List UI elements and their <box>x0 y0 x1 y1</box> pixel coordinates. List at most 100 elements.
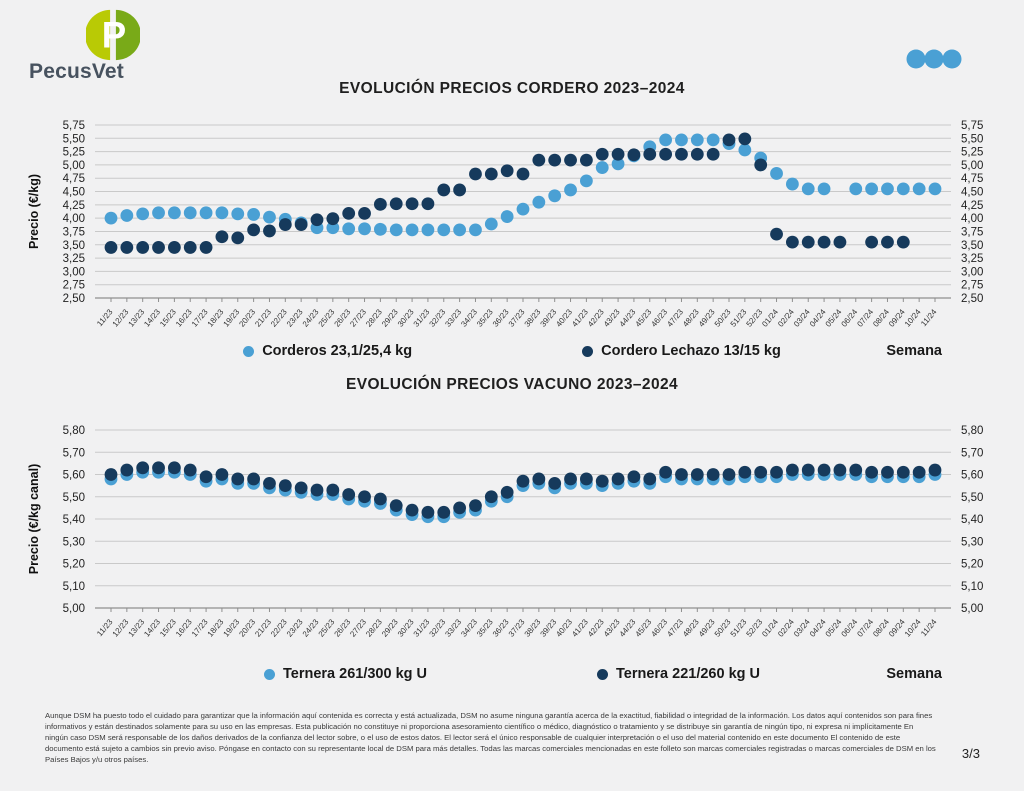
svg-text:4,00: 4,00 <box>961 213 983 225</box>
vacuno-chart: 5,80 5,80 5,70 5,70 5,60 5,60 5,50 5,50 5,40 5,40… <box>27 425 983 639</box>
svg-text:04/24: 04/24 <box>808 617 828 639</box>
svg-text:52/23: 52/23 <box>744 617 764 639</box>
svg-text:05/24: 05/24 <box>824 617 844 639</box>
svg-text:36/23: 36/23 <box>491 307 511 329</box>
svg-text:2,75: 2,75 <box>961 280 983 292</box>
svg-text:25/23: 25/23 <box>317 617 337 639</box>
svg-text:42/23: 42/23 <box>586 307 606 329</box>
svg-text:10/24: 10/24 <box>903 307 923 329</box>
svg-text:35/23: 35/23 <box>475 307 495 329</box>
svg-text:3,75: 3,75 <box>961 226 983 238</box>
svg-text:29/23: 29/23 <box>380 307 400 329</box>
svg-text:48/23: 48/23 <box>681 617 701 639</box>
legend-item: Ternera 221/260 kg U <box>597 666 760 682</box>
svg-text:5,10: 5,10 <box>961 581 983 593</box>
svg-text:24/23: 24/23 <box>301 307 321 329</box>
svg-text:46/23: 46/23 <box>649 617 669 639</box>
svg-text:5,75: 5,75 <box>961 120 983 132</box>
svg-text:5,40: 5,40 <box>961 514 983 526</box>
svg-text:3,50: 3,50 <box>961 240 983 252</box>
svg-text:5,00: 5,00 <box>961 603 983 615</box>
svg-text:33/23: 33/23 <box>443 617 463 639</box>
svg-text:44/23: 44/23 <box>618 617 638 639</box>
svg-text:5,70: 5,70 <box>63 447 85 459</box>
svg-text:31/23: 31/23 <box>412 307 432 329</box>
disclaimer-text: Aunque DSM ha puesto todo el cuidado par… <box>45 711 936 764</box>
svg-text:3,25: 3,25 <box>961 253 983 265</box>
svg-text:41/23: 41/23 <box>570 307 590 329</box>
svg-text:40/23: 40/23 <box>554 307 574 329</box>
x-axis-label: Semana <box>886 343 942 359</box>
svg-text:5,10: 5,10 <box>63 581 85 593</box>
svg-text:38/23: 38/23 <box>523 307 543 329</box>
svg-text:35/23: 35/23 <box>475 617 495 639</box>
svg-text:5,70: 5,70 <box>961 447 983 459</box>
svg-text:43/23: 43/23 <box>602 307 622 329</box>
svg-text:04/24: 04/24 <box>808 307 828 329</box>
svg-text:11/24: 11/24 <box>919 307 939 328</box>
svg-text:4,25: 4,25 <box>63 200 85 212</box>
svg-text:52/23: 52/23 <box>744 307 764 329</box>
svg-text:15/23: 15/23 <box>158 307 178 329</box>
svg-text:5,00: 5,00 <box>961 160 983 172</box>
svg-text:5,20: 5,20 <box>961 559 983 571</box>
svg-text:38/23: 38/23 <box>523 617 543 639</box>
cordero-chart: 5,75 5,755,50 5,505,25 5,255,00 5,004,75 4,75… <box>27 120 983 329</box>
svg-text:23/23: 23/23 <box>285 307 305 329</box>
svg-text:5,60: 5,60 <box>63 470 85 482</box>
svg-text:5,75: 5,75 <box>63 120 85 132</box>
svg-text:21/23: 21/23 <box>253 307 273 329</box>
svg-text:37/23: 37/23 <box>507 617 527 639</box>
svg-text:19/23: 19/23 <box>222 617 242 639</box>
pagination-dots-icon <box>906 49 962 69</box>
svg-text:08/24: 08/24 <box>871 307 891 329</box>
legend-label: Corderos 23,1/25,4 kg <box>262 343 413 359</box>
cordero-chart-legend: Corderos 23,1/25,4 kg Cordero Lechazo 13… <box>0 343 1024 363</box>
svg-text:5,50: 5,50 <box>63 133 85 145</box>
svg-text:5,50: 5,50 <box>63 492 85 504</box>
svg-text:3,00: 3,00 <box>961 266 983 278</box>
svg-text:5,60: 5,60 <box>961 470 983 482</box>
svg-text:43/23: 43/23 <box>602 617 622 639</box>
svg-text:4,75: 4,75 <box>961 173 983 185</box>
svg-text:4,75: 4,75 <box>63 173 85 185</box>
svg-text:5,25: 5,25 <box>961 147 983 159</box>
svg-text:5,80: 5,80 <box>961 425 983 437</box>
svg-text:10/24: 10/24 <box>903 617 923 639</box>
svg-text:2,50: 2,50 <box>63 293 85 305</box>
svg-text:06/24: 06/24 <box>840 617 860 639</box>
pecusvet-logo-icon: P <box>86 9 140 61</box>
svg-text:27/23: 27/23 <box>348 617 368 639</box>
svg-text:45/23: 45/23 <box>634 617 654 639</box>
x-axis-label: Semana <box>886 666 942 682</box>
legend-dot-dark-icon <box>582 345 594 357</box>
svg-text:18/23: 18/23 <box>206 307 226 329</box>
svg-text:28/23: 28/23 <box>364 307 384 329</box>
svg-text:01/24: 01/24 <box>760 617 780 639</box>
svg-text:25/23: 25/23 <box>317 307 337 329</box>
svg-text:13/23: 13/23 <box>126 307 146 329</box>
svg-text:42/23: 42/23 <box>586 617 606 639</box>
svg-text:Precio (€/kg): Precio (€/kg) <box>27 174 41 249</box>
svg-text:26/23: 26/23 <box>332 617 352 639</box>
svg-text:2,75: 2,75 <box>63 280 85 292</box>
svg-text:P: P <box>102 15 126 56</box>
svg-text:12/23: 12/23 <box>111 617 131 639</box>
svg-text:51/23: 51/23 <box>729 617 749 639</box>
legend-item: Corderos 23,1/25,4 kg <box>243 343 412 359</box>
page-number: 3/3 <box>961 746 980 761</box>
svg-text:49/23: 49/23 <box>697 307 717 329</box>
legend-item: Cordero Lechazo 13/15 kg <box>582 343 781 359</box>
svg-text:02/24: 02/24 <box>776 617 796 639</box>
svg-text:26/23: 26/23 <box>332 307 352 329</box>
svg-text:07/24: 07/24 <box>855 307 875 329</box>
svg-text:07/24: 07/24 <box>855 617 875 639</box>
svg-text:23/23: 23/23 <box>285 617 305 639</box>
svg-text:22/23: 22/23 <box>269 307 289 329</box>
svg-text:30/23: 30/23 <box>396 307 416 329</box>
svg-text:36/23: 36/23 <box>491 617 511 639</box>
svg-text:3,25: 3,25 <box>63 253 85 265</box>
cordero-chart-title: EVOLUCIÓN PRECIOS CORDERO 2023–2024 <box>339 80 685 97</box>
svg-text:03/24: 03/24 <box>792 617 812 639</box>
